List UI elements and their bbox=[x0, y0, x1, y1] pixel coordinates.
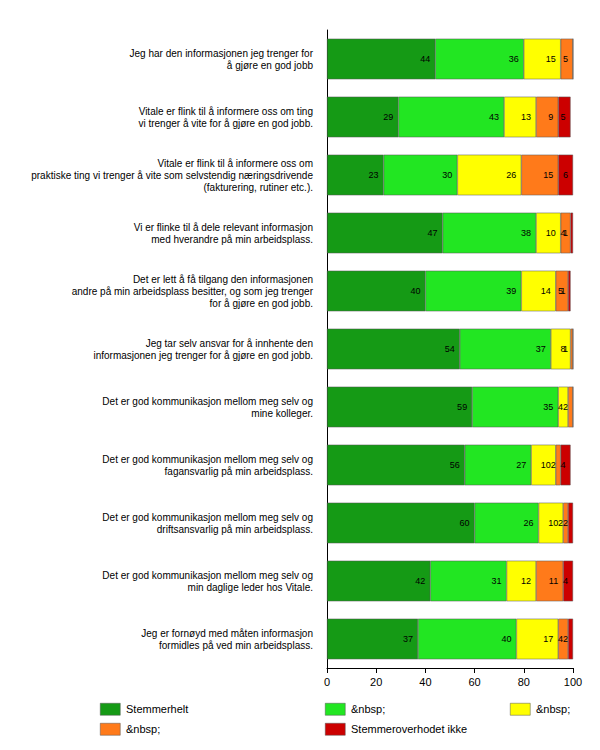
svg-text:9: 9 bbox=[548, 112, 553, 122]
svg-text:10: 10 bbox=[546, 228, 556, 238]
svg-text:andre på min arbeidsplass besi: andre på min arbeidsplass besitter, og s… bbox=[72, 286, 314, 297]
svg-text:&nbsp;: &nbsp; bbox=[351, 703, 385, 715]
svg-text:27: 27 bbox=[516, 460, 526, 470]
svg-text:&nbsp;: &nbsp; bbox=[126, 723, 160, 735]
svg-text:2: 2 bbox=[563, 402, 568, 412]
svg-text:informasjonen jeg trenger for: informasjonen jeg trenger for å gjøre en… bbox=[93, 350, 313, 361]
svg-text:40: 40 bbox=[410, 286, 420, 296]
svg-text:4: 4 bbox=[561, 460, 566, 470]
svg-text:Stemmerhelt: Stemmerhelt bbox=[126, 703, 188, 715]
svg-text:15: 15 bbox=[546, 54, 556, 64]
svg-text:37: 37 bbox=[403, 634, 413, 644]
svg-text:&nbsp;: &nbsp; bbox=[536, 703, 570, 715]
svg-text:60: 60 bbox=[468, 676, 480, 688]
svg-text:formidles på ved min arbeidspl: formidles på ved min arbeidsplass. bbox=[159, 640, 313, 651]
svg-text:mine kolleger.: mine kolleger. bbox=[251, 408, 313, 419]
svg-text:å gjøre en god jobb: å gjøre en god jobb bbox=[227, 60, 314, 71]
svg-text:37: 37 bbox=[536, 344, 546, 354]
svg-text:56: 56 bbox=[450, 460, 460, 470]
svg-text:Det er god kommunikasjon mello: Det er god kommunikasjon mellom meg selv… bbox=[102, 454, 313, 465]
svg-text:1: 1 bbox=[563, 344, 568, 354]
svg-text:4: 4 bbox=[558, 402, 564, 412]
svg-text:Vi er flinke til å dele releva: Vi er flinke til å dele relevant informa… bbox=[134, 222, 313, 233]
svg-text:26: 26 bbox=[524, 518, 534, 528]
svg-text:(fakturering, rutiner etc.).: (fakturering, rutiner etc.). bbox=[204, 182, 313, 193]
svg-text:Jeg er fornøyd med måten infor: Jeg er fornøyd med måten informasjon bbox=[141, 628, 313, 639]
svg-text:39: 39 bbox=[506, 286, 516, 296]
svg-text:43: 43 bbox=[489, 112, 499, 122]
svg-text:30: 30 bbox=[442, 170, 452, 180]
svg-text:5: 5 bbox=[561, 112, 566, 122]
svg-text:17: 17 bbox=[543, 634, 553, 644]
svg-text:14: 14 bbox=[541, 286, 551, 296]
svg-text:Vitale er flink til å informer: Vitale er flink til å informere oss om t… bbox=[139, 106, 313, 117]
svg-text:13: 13 bbox=[521, 112, 531, 122]
svg-text:4: 4 bbox=[563, 576, 568, 586]
svg-text:20: 20 bbox=[370, 676, 382, 688]
svg-text:0: 0 bbox=[324, 676, 330, 688]
svg-text:54: 54 bbox=[445, 344, 455, 354]
svg-text:47: 47 bbox=[428, 228, 438, 238]
svg-text:Vitale er flink til å informer: Vitale er flink til å informere oss om bbox=[158, 158, 313, 169]
svg-text:10: 10 bbox=[541, 460, 551, 470]
svg-text:Det er god kommunikasjon mello: Det er god kommunikasjon mellom meg selv… bbox=[102, 396, 313, 407]
svg-text:2: 2 bbox=[563, 518, 568, 528]
svg-text:26: 26 bbox=[506, 170, 516, 180]
svg-text:60: 60 bbox=[460, 518, 470, 528]
svg-text:59: 59 bbox=[457, 402, 467, 412]
svg-text:vi trenger å vite for å gjøre: vi trenger å vite for å gjøre en god job… bbox=[138, 118, 313, 129]
svg-text:15: 15 bbox=[543, 170, 553, 180]
svg-text:11: 11 bbox=[549, 576, 558, 586]
svg-text:Jeg tar selv ansvar for å innh: Jeg tar selv ansvar for å innhente den bbox=[146, 338, 313, 349]
svg-text:36: 36 bbox=[509, 54, 519, 64]
svg-text:12: 12 bbox=[521, 576, 531, 586]
svg-text:31: 31 bbox=[492, 576, 502, 586]
svg-text:1: 1 bbox=[561, 286, 566, 296]
svg-text:40: 40 bbox=[419, 676, 431, 688]
svg-text:40: 40 bbox=[501, 634, 511, 644]
svg-text:praktiske ting vi trenger å vi: praktiske ting vi trenger å vite som sel… bbox=[31, 170, 313, 181]
svg-text:Jeg har den informasjonen jeg: Jeg har den informasjonen jeg trenger fo… bbox=[130, 48, 314, 59]
svg-text:35: 35 bbox=[543, 402, 553, 412]
svg-text:med hverandre på min arbeidspl: med hverandre på min arbeidsplass. bbox=[151, 234, 313, 245]
svg-text:4: 4 bbox=[558, 634, 564, 644]
svg-text:2: 2 bbox=[558, 518, 564, 528]
svg-text:Stemmeroverhodet ikke: Stemmeroverhodet ikke bbox=[351, 723, 467, 735]
svg-text:fagansvarlig på min arbeidspla: fagansvarlig på min arbeidsplass. bbox=[165, 466, 313, 477]
svg-text:80: 80 bbox=[518, 676, 530, 688]
svg-text:100: 100 bbox=[564, 676, 582, 688]
svg-text:Det er god kommunikasjon mello: Det er god kommunikasjon mellom meg selv… bbox=[102, 570, 313, 581]
svg-text:38: 38 bbox=[521, 228, 531, 238]
svg-text:10: 10 bbox=[548, 518, 558, 528]
svg-text:min daglige leder hos Vitale.: min daglige leder hos Vitale. bbox=[188, 582, 313, 593]
svg-text:Det er god kommunikasjon mello: Det er god kommunikasjon mellom meg selv… bbox=[102, 512, 313, 523]
svg-text:29: 29 bbox=[383, 112, 393, 122]
svg-text:23: 23 bbox=[369, 170, 379, 180]
svg-text:44: 44 bbox=[420, 54, 430, 64]
svg-text:1: 1 bbox=[563, 228, 568, 238]
svg-text:for å gjøre en god jobb.: for å gjøre en god jobb. bbox=[210, 298, 313, 309]
svg-text:42: 42 bbox=[415, 576, 425, 586]
svg-text:5: 5 bbox=[563, 54, 568, 64]
svg-text:2: 2 bbox=[563, 634, 568, 644]
svg-text:Det er lett å få tilgang den i: Det er lett å få tilgang den informasjon… bbox=[133, 274, 313, 285]
svg-text:6: 6 bbox=[563, 170, 568, 180]
svg-text:driftsansvarlig på min arbeids: driftsansvarlig på min arbeidsplass. bbox=[157, 524, 313, 535]
svg-text:2: 2 bbox=[551, 460, 556, 470]
